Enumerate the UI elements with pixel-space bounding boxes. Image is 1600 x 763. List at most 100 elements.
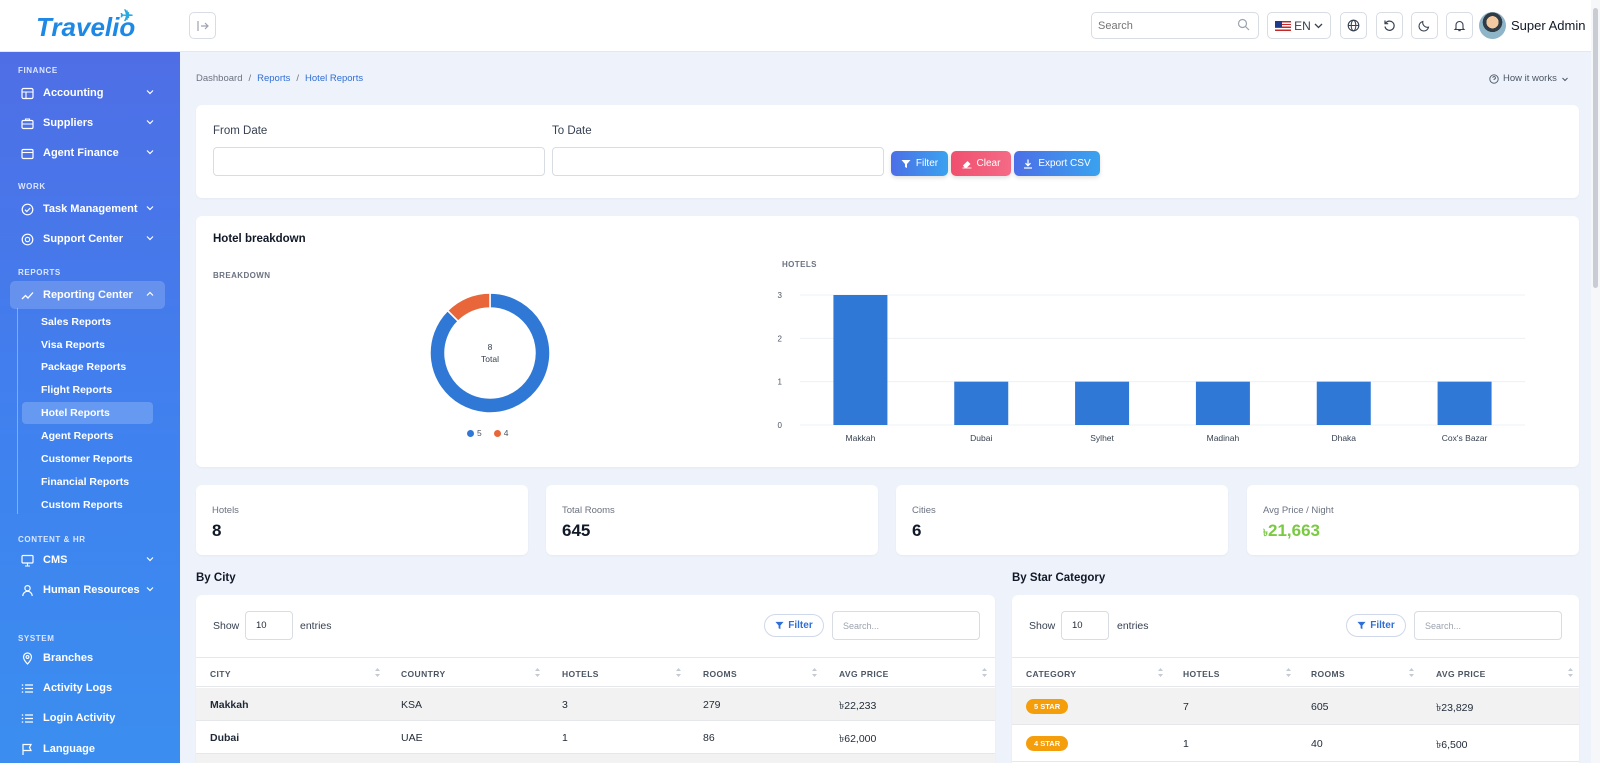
sidebar-item-language[interactable]: Language (10, 735, 165, 763)
logo[interactable]: Travelio ✈ (36, 8, 136, 43)
sort-icon[interactable] (811, 667, 818, 678)
table-row[interactable]: Dubai UAE 1 86 ৳62,000 (196, 721, 995, 754)
sidebar-subitem-sales-reports[interactable]: Sales Reports (41, 316, 112, 328)
trend-icon (20, 288, 34, 302)
sidebar-item-activity-logs[interactable]: Activity Logs (10, 674, 165, 702)
bar-sylhet[interactable] (1075, 381, 1130, 425)
language-select[interactable]: EN (1267, 12, 1331, 39)
theme-toggle-button[interactable] (1411, 12, 1438, 39)
sort-icon[interactable] (981, 667, 988, 678)
list-icon (20, 681, 34, 695)
sidebar-item-label: Activity Logs (43, 682, 113, 694)
donut-slice-5[interactable] (429, 292, 551, 414)
city-table-header: CITY COUNTRY HOTELS ROOMS AVG PRICE (196, 657, 995, 687)
col-category[interactable]: CATEGORY (1026, 669, 1077, 679)
submenu-divider (17, 308, 18, 514)
sidebar-item-agent-finance[interactable]: Agent Finance (10, 139, 165, 167)
entries-select[interactable]: 10 (245, 611, 293, 640)
section-reports: REPORTS (18, 268, 61, 277)
star-search-input[interactable]: Search... (1414, 611, 1562, 640)
sort-icon[interactable] (374, 667, 381, 678)
x-tick-label: Dubai (970, 433, 992, 443)
col-rooms[interactable]: ROOMS (703, 669, 738, 679)
breadcrumb-reports[interactable]: Reports (257, 73, 291, 84)
sidebar-item-label: Branches (43, 652, 94, 664)
sort-icon[interactable] (1567, 667, 1574, 678)
star-filter-button[interactable]: Filter (1346, 614, 1406, 637)
table-row[interactable]: 4 STAR 1 40 ৳6,500 (1012, 725, 1579, 762)
search-input[interactable] (1098, 13, 1238, 38)
col-country[interactable]: COUNTRY (401, 669, 446, 679)
wallet-icon (20, 146, 34, 160)
sidebar-subitem-flight-reports[interactable]: Flight Reports (41, 384, 113, 396)
from-date-input[interactable] (213, 147, 545, 176)
avatar[interactable] (1479, 12, 1506, 39)
col-hotels[interactable]: HOTELS (1183, 669, 1220, 679)
sort-icon[interactable] (534, 667, 541, 678)
search-icon[interactable] (1237, 18, 1250, 31)
sidebar-subitem-financial-reports[interactable]: Financial Reports (41, 476, 130, 488)
sidebar-subitem-hotel-reports[interactable]: Hotel Reports (22, 402, 153, 424)
sidebar-item-branches[interactable]: Branches (10, 644, 165, 672)
sidebar-subitem-customer-reports[interactable]: Customer Reports (41, 453, 133, 465)
sidebar-item-cms[interactable]: CMS (10, 546, 165, 574)
bar-cox-s-bazar[interactable] (1437, 381, 1492, 425)
col-city[interactable]: CITY (210, 669, 231, 679)
bar-madinah[interactable] (1195, 381, 1250, 425)
breadcrumb-dashboard[interactable]: Dashboard (196, 73, 243, 84)
export-csv-button[interactable]: Export CSV (1014, 151, 1100, 176)
page-scrollbar[interactable] (1591, 0, 1600, 763)
clear-button[interactable]: Clear (951, 151, 1011, 176)
entries-select[interactable]: 10 (1061, 611, 1109, 640)
moon-icon (1418, 20, 1430, 32)
globe-button[interactable] (1340, 12, 1367, 39)
donut-slice-4[interactable] (446, 292, 491, 323)
section-work: WORK (18, 182, 46, 191)
page-scrollbar-thumb[interactable] (1593, 8, 1598, 288)
col-rooms[interactable]: ROOMS (1311, 669, 1346, 679)
logo-text: Travelio (36, 12, 136, 42)
table-row[interactable]: 5 STAR 7 605 ৳23,829 (1012, 688, 1579, 725)
sidebar-subitem-visa-reports[interactable]: Visa Reports (41, 339, 105, 351)
sidebar-item-reporting-center[interactable]: Reporting Center (10, 281, 165, 309)
chevron-up-icon (146, 291, 154, 296)
sidebar-item-accounting[interactable]: Accounting (10, 79, 165, 107)
bar-makkah[interactable] (833, 295, 888, 425)
sort-icon[interactable] (1408, 667, 1415, 678)
city-search-input[interactable]: Search... (832, 611, 980, 640)
sort-icon[interactable] (675, 667, 682, 678)
stat-value: 645 (562, 521, 591, 540)
section-system: SYSTEM (18, 634, 55, 643)
sidebar-item-login-activity[interactable]: Login Activity (10, 704, 165, 732)
sidebar-item-human-resources[interactable]: Human Resources (10, 576, 165, 604)
sidebar-item-suppliers[interactable]: Suppliers (10, 109, 165, 137)
chevron-down-icon (146, 236, 154, 241)
sort-icon[interactable] (1157, 667, 1164, 678)
legend-item[interactable]: 5 (467, 428, 482, 438)
sidebar-subitem-custom-reports[interactable]: Custom Reports (41, 499, 123, 511)
funnel-icon (901, 159, 911, 168)
sidebar-item-support-center[interactable]: Support Center (10, 225, 165, 253)
notifications-button[interactable] (1446, 12, 1473, 39)
filter-button[interactable]: Filter (891, 151, 948, 176)
currency-symbol: ৳ (1263, 528, 1268, 539)
col-avg-price[interactable]: AVG PRICE (1436, 669, 1486, 679)
sidebar-subitem-package-reports[interactable]: Package Reports (41, 361, 127, 373)
sidebar-toggle-button[interactable] (189, 12, 216, 39)
bar-dubai[interactable] (954, 381, 1009, 425)
user-name[interactable]: Super Admin (1511, 18, 1586, 33)
top-bar: Travelio ✈ EN Super Admin (0, 0, 1600, 52)
chevron-down-icon (1561, 77, 1568, 81)
legend-item[interactable]: 4 (493, 428, 508, 438)
sidebar-subitem-agent-reports[interactable]: Agent Reports (41, 430, 114, 442)
bar-dhaka[interactable] (1316, 381, 1371, 425)
sort-icon[interactable] (1285, 667, 1292, 678)
refresh-button[interactable] (1376, 12, 1403, 39)
how-it-works-button[interactable]: How it works (1489, 73, 1569, 84)
to-date-input[interactable] (552, 147, 884, 176)
col-hotels[interactable]: HOTELS (562, 669, 599, 679)
sidebar-item-task-management[interactable]: Task Management (10, 195, 165, 223)
col-avg-price[interactable]: AVG PRICE (839, 669, 889, 679)
table-row[interactable]: Makkah KSA 3 279 ৳22,233 (196, 688, 995, 721)
city-filter-button[interactable]: Filter (764, 614, 824, 637)
